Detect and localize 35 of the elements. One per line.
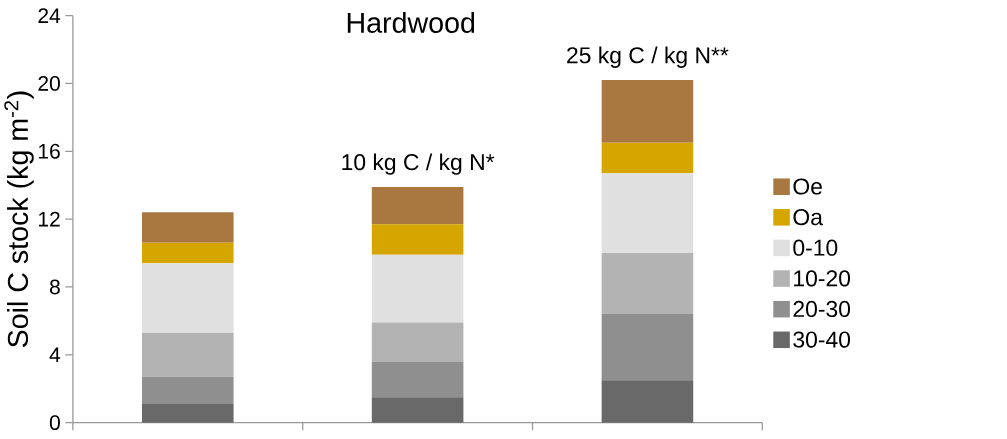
bar (601, 314, 694, 381)
legend-label: Oa (793, 209, 823, 226)
bar (601, 142, 694, 174)
y-tick-label: 4 (49, 347, 61, 363)
legend-label: 0-10 (793, 239, 838, 256)
bar (141, 403, 234, 423)
y-tick-label: 0 (49, 415, 60, 431)
y-axis-title: Soil C stock (kg m$^{-2}$) (4, 91, 34, 348)
bar (141, 332, 234, 377)
legend-label: Oe (793, 178, 822, 195)
bar (601, 253, 694, 315)
annotation: 10 kg C / kg N* (342, 153, 495, 175)
y-tick-label: 8 (49, 279, 60, 295)
bar (601, 80, 694, 143)
y-tick-label: 16 (38, 143, 60, 159)
bar (371, 254, 464, 323)
bar (141, 263, 234, 333)
y-tick-label: 20 (38, 75, 60, 91)
bar (601, 380, 694, 423)
y-tick-label: 24 (38, 8, 61, 23)
bar (601, 173, 694, 254)
legend-label: 30-40 (793, 331, 851, 348)
y-tick-label: 12 (38, 211, 60, 227)
bar (371, 224, 464, 255)
bar (141, 212, 234, 243)
bar (371, 186, 464, 225)
bar (141, 376, 234, 404)
bar (371, 322, 464, 362)
bar (371, 397, 464, 423)
annotation: 25 kg C / kg N** (567, 46, 729, 68)
bar (141, 242, 234, 264)
legend-label: 10-20 (794, 270, 851, 287)
bar (371, 361, 464, 398)
legend-label: 20-30 (793, 300, 851, 318)
chart-title: Hardwood (347, 11, 475, 33)
